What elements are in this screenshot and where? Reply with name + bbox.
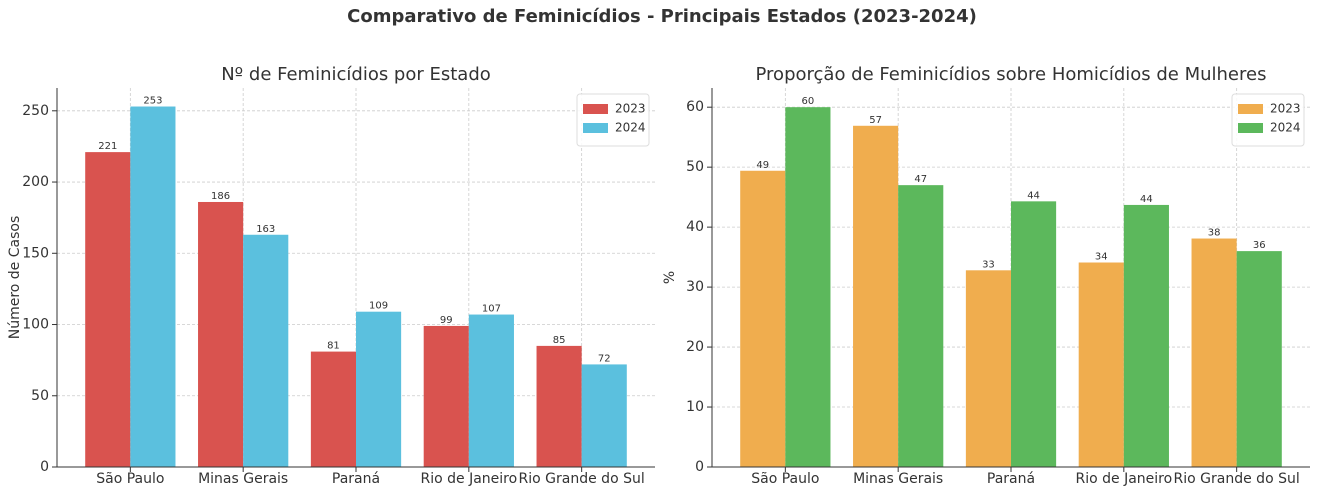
- legend-label: 2024: [615, 121, 646, 135]
- y-tick-label: 10: [686, 399, 704, 415]
- value-label: 60: [802, 96, 815, 107]
- bar: [198, 201, 244, 467]
- value-label: 34: [1095, 252, 1108, 263]
- y-axis-label: %: [662, 271, 678, 284]
- y-tick-label: 60: [686, 99, 704, 115]
- bar: [1191, 238, 1237, 467]
- x-tick-label: Rio Grande do Sul: [1174, 471, 1300, 487]
- value-label: 38: [1208, 228, 1221, 239]
- legend-label: 2023: [1270, 102, 1301, 116]
- bar: [468, 314, 514, 467]
- value-label: 49: [756, 160, 769, 171]
- y-tick-label: 250: [22, 103, 49, 119]
- bar: [1123, 204, 1169, 467]
- bar: [356, 311, 402, 467]
- x-tick-label: Rio Grande do Sul: [519, 471, 645, 487]
- value-label: 221: [98, 141, 117, 152]
- value-label: 33: [982, 259, 995, 270]
- y-tick-label: 50: [686, 159, 704, 175]
- x-tick-label: Paraná: [332, 471, 380, 487]
- value-label: 44: [1140, 194, 1153, 205]
- bar: [1236, 251, 1282, 467]
- value-label: 72: [598, 353, 611, 364]
- x-tick-label: Minas Gerais: [198, 471, 288, 487]
- x-tick-label: Rio de Janeiro: [420, 471, 517, 487]
- legend-swatch: [583, 104, 608, 114]
- y-tick-label: 200: [22, 174, 49, 190]
- legend-swatch: [1238, 104, 1263, 114]
- value-label: 99: [440, 315, 453, 326]
- x-tick-label: São Paulo: [96, 471, 164, 487]
- bar: [130, 106, 176, 467]
- chart-title: Nº de Feminicídios por Estado: [221, 64, 491, 85]
- value-label: 186: [211, 191, 230, 202]
- bar: [965, 270, 1011, 467]
- legend-swatch: [583, 123, 608, 133]
- x-tick-label: Paraná: [987, 471, 1035, 487]
- y-axis-label: Número de Casos: [7, 216, 23, 340]
- y-tick-label: 50: [31, 388, 49, 404]
- bar: [423, 325, 469, 467]
- x-tick-label: Rio de Janeiro: [1075, 471, 1172, 487]
- y-tick-label: 100: [22, 317, 49, 333]
- legend-label: 2024: [1270, 121, 1301, 135]
- value-label: 44: [1027, 190, 1040, 201]
- x-tick-label: Minas Gerais: [853, 471, 943, 487]
- bar: [853, 125, 899, 467]
- y-tick-label: 40: [686, 219, 704, 235]
- y-tick-label: 0: [695, 459, 704, 475]
- value-label: 36: [1253, 240, 1266, 251]
- bar: [785, 107, 831, 467]
- x-tick-label: São Paulo: [751, 471, 819, 487]
- y-tick-label: 150: [22, 245, 49, 261]
- bar: [85, 152, 131, 467]
- value-label: 47: [914, 174, 927, 185]
- bar: [310, 351, 356, 467]
- bar: [740, 170, 786, 467]
- value-label: 81: [327, 341, 340, 352]
- bar: [1011, 201, 1057, 467]
- value-label: 57: [869, 115, 882, 126]
- y-tick-label: 20: [686, 339, 704, 355]
- value-label: 253: [143, 96, 162, 107]
- legend-swatch: [1238, 123, 1263, 133]
- legend-label: 2023: [615, 102, 646, 116]
- y-tick-label: 0: [40, 459, 49, 475]
- value-label: 109: [369, 301, 388, 312]
- value-label: 85: [553, 335, 566, 346]
- value-label: 107: [482, 304, 501, 315]
- bar: [581, 364, 627, 467]
- value-label: 163: [256, 224, 275, 235]
- bar: [243, 234, 289, 467]
- figure-title: Comparativo de Feminicídios - Principais…: [347, 6, 977, 27]
- bar: [1078, 262, 1124, 467]
- chart-title: Proporção de Feminicídios sobre Homicídi…: [756, 64, 1267, 85]
- bar: [536, 345, 582, 467]
- y-tick-label: 30: [686, 279, 704, 295]
- bar: [898, 185, 944, 467]
